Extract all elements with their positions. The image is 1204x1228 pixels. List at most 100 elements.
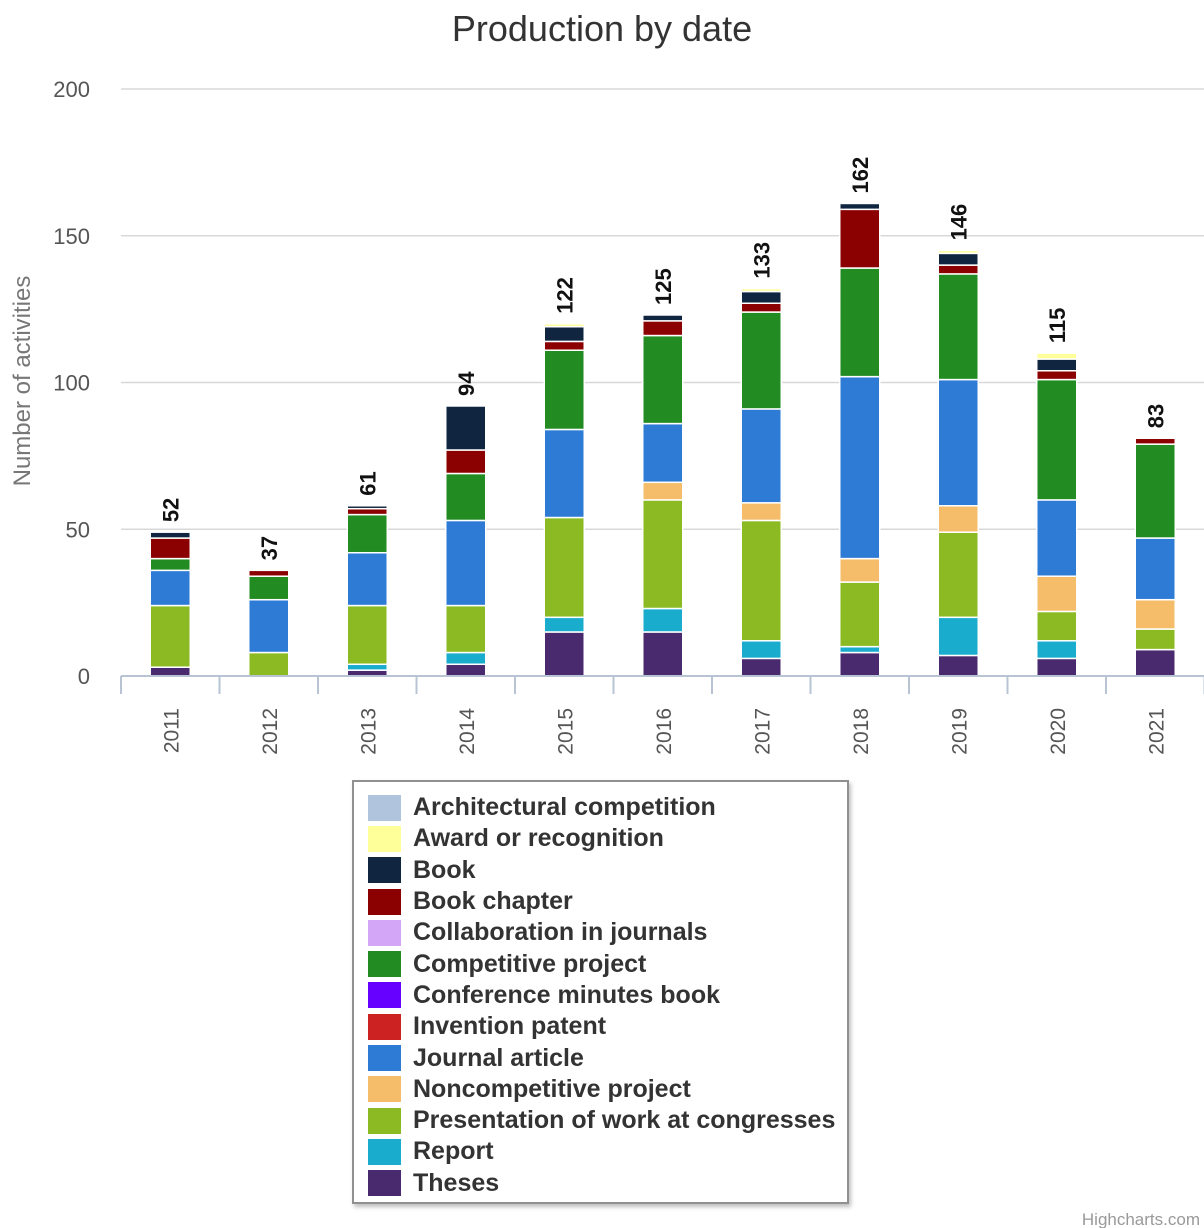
bar-segment[interactable]: [740, 408, 782, 504]
bar-segment[interactable]: [642, 314, 684, 322]
bar-segment[interactable]: [445, 604, 487, 654]
bar-segment[interactable]: [149, 569, 191, 607]
bar-segment[interactable]: [1036, 378, 1078, 501]
bar-segment[interactable]: [149, 531, 191, 539]
bar-segment[interactable]: [1134, 598, 1176, 630]
bar-segment[interactable]: [839, 557, 881, 583]
bar-segment[interactable]: [740, 287, 782, 293]
bar-segment[interactable]: [445, 472, 487, 522]
bar-segment[interactable]: [642, 481, 684, 501]
data-label: 94: [454, 371, 479, 396]
x-tick-label: 2015: [554, 708, 577, 755]
legend-item[interactable]: Architectural competition: [368, 792, 847, 823]
bar-segment[interactable]: [937, 378, 979, 507]
bar-segment[interactable]: [839, 651, 881, 677]
bar-segment[interactable]: [445, 449, 487, 475]
bar-segment[interactable]: [445, 519, 487, 607]
bar-segment[interactable]: [543, 349, 585, 431]
bar-segment[interactable]: [1036, 370, 1078, 381]
legend-label: Book chapter: [413, 887, 573, 916]
bar-segment[interactable]: [346, 507, 388, 516]
bar-segment[interactable]: [1134, 437, 1176, 445]
bar-segment[interactable]: [1134, 537, 1176, 601]
bar-segment[interactable]: [1036, 640, 1078, 660]
bar-segment[interactable]: [248, 651, 290, 677]
bar-segment[interactable]: [149, 537, 191, 560]
bar-segment[interactable]: [149, 604, 191, 668]
bar-segment[interactable]: [1134, 628, 1176, 651]
bar-segment[interactable]: [937, 654, 979, 677]
bar-segment[interactable]: [346, 505, 388, 510]
credit-link[interactable]: Highcharts.com: [1082, 1210, 1200, 1228]
bar-segment[interactable]: [543, 616, 585, 633]
bar-segment[interactable]: [839, 202, 881, 211]
bar-segment[interactable]: [445, 651, 487, 666]
bar-segment[interactable]: [937, 505, 979, 533]
bar-segment[interactable]: [1036, 352, 1078, 360]
bar-segment[interactable]: [740, 290, 782, 305]
bar-segment[interactable]: [740, 657, 782, 677]
bar-segment[interactable]: [1036, 499, 1078, 577]
x-tick-label: 2020: [1047, 708, 1070, 755]
bar-segment[interactable]: [1134, 648, 1176, 677]
bar-segment[interactable]: [1036, 358, 1078, 372]
legend-item[interactable]: Award or recognition: [368, 823, 847, 854]
bar-segment[interactable]: [937, 531, 979, 619]
legend-item[interactable]: Invention patent: [368, 1011, 847, 1042]
bar-segment[interactable]: [642, 607, 684, 633]
bar-segment[interactable]: [839, 645, 881, 654]
legend-item[interactable]: Book chapter: [368, 886, 847, 917]
legend-label: Award or recognition: [413, 824, 664, 853]
bar-segment[interactable]: [543, 325, 585, 343]
legend-item[interactable]: Theses: [368, 1168, 847, 1199]
bar-segment[interactable]: [839, 267, 881, 378]
bar-segment[interactable]: [1036, 657, 1078, 677]
bar-segment[interactable]: [642, 422, 684, 484]
bar-segment[interactable]: [1036, 575, 1078, 613]
bar-segment[interactable]: [937, 264, 979, 275]
bar-segment[interactable]: [642, 631, 684, 677]
bar-segment[interactable]: [1036, 610, 1078, 642]
legend: Architectural competition Award or recogn…: [352, 780, 849, 1204]
bar-segment[interactable]: [543, 631, 585, 677]
bar-segment[interactable]: [839, 208, 881, 269]
legend-item[interactable]: Collaboration in journals: [368, 917, 847, 948]
bar-segment[interactable]: [937, 273, 979, 381]
bar-segment[interactable]: [740, 502, 782, 522]
bar-segment[interactable]: [839, 375, 881, 560]
bar-segment[interactable]: [740, 302, 782, 313]
legend-item[interactable]: Book: [368, 855, 847, 886]
bar-segment[interactable]: [543, 340, 585, 351]
bar-segment[interactable]: [740, 311, 782, 410]
bar-segment[interactable]: [346, 551, 388, 607]
bar-segment[interactable]: [543, 428, 585, 519]
bar-segment[interactable]: [642, 334, 684, 425]
bar-segment[interactable]: [543, 516, 585, 619]
bar-segment[interactable]: [248, 575, 290, 601]
bar-segment[interactable]: [248, 598, 290, 654]
legend-item[interactable]: Noncompetitive project: [368, 1074, 847, 1105]
legend-item[interactable]: Conference minutes book: [368, 980, 847, 1011]
bar-segment[interactable]: [248, 569, 290, 577]
bar-segment[interactable]: [740, 519, 782, 642]
bar-segment[interactable]: [445, 663, 487, 677]
bar-segment[interactable]: [543, 323, 585, 328]
bar-segment[interactable]: [740, 640, 782, 660]
legend-item[interactable]: Competitive project: [368, 948, 847, 979]
bar-segment[interactable]: [346, 663, 388, 671]
bar-segment[interactable]: [937, 252, 979, 266]
legend-item[interactable]: Presentation of work at congresses: [368, 1105, 847, 1136]
bar-segment[interactable]: [445, 405, 487, 451]
bar-segment[interactable]: [149, 557, 191, 572]
bar-segment[interactable]: [937, 249, 979, 255]
bar-segment[interactable]: [149, 666, 191, 677]
legend-item[interactable]: Journal article: [368, 1042, 847, 1073]
bar-segment[interactable]: [937, 616, 979, 657]
legend-item[interactable]: Report: [368, 1136, 847, 1167]
bar-segment[interactable]: [642, 320, 684, 337]
bar-segment[interactable]: [346, 604, 388, 666]
bar-segment[interactable]: [1134, 443, 1176, 539]
bar-segment[interactable]: [346, 513, 388, 554]
bar-segment[interactable]: [642, 499, 684, 610]
bar-segment[interactable]: [839, 581, 881, 648]
